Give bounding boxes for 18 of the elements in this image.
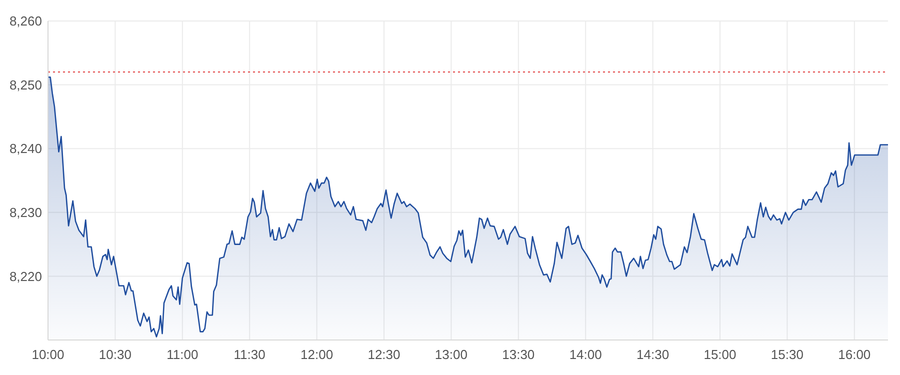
x-tick-label: 16:00 (838, 347, 871, 362)
y-tick-label: 8,220 (9, 268, 42, 284)
y-tick-label: 8,250 (9, 77, 42, 92)
x-tick-label: 15:00 (704, 347, 736, 362)
y-tick-label: 8,260 (9, 14, 42, 29)
x-tick-label: 14:30 (636, 347, 670, 362)
y-tick-label: 8,240 (9, 141, 42, 156)
x-tick-label: 10:00 (32, 347, 64, 362)
x-tick-label: 10:30 (98, 347, 132, 362)
x-tick-label: 13:30 (502, 347, 535, 362)
y-tick-label: 8,230 (9, 204, 42, 220)
x-tick-label: 12:00 (300, 347, 334, 362)
x-tick-label: 14:00 (569, 347, 602, 362)
x-tick-label: 11:00 (166, 347, 198, 362)
x-tick-label: 15:30 (770, 347, 804, 362)
x-tick-label: 12:30 (368, 347, 400, 362)
x-tick-label: 11:30 (234, 347, 266, 362)
x-tick-label: 13:00 (434, 347, 468, 362)
